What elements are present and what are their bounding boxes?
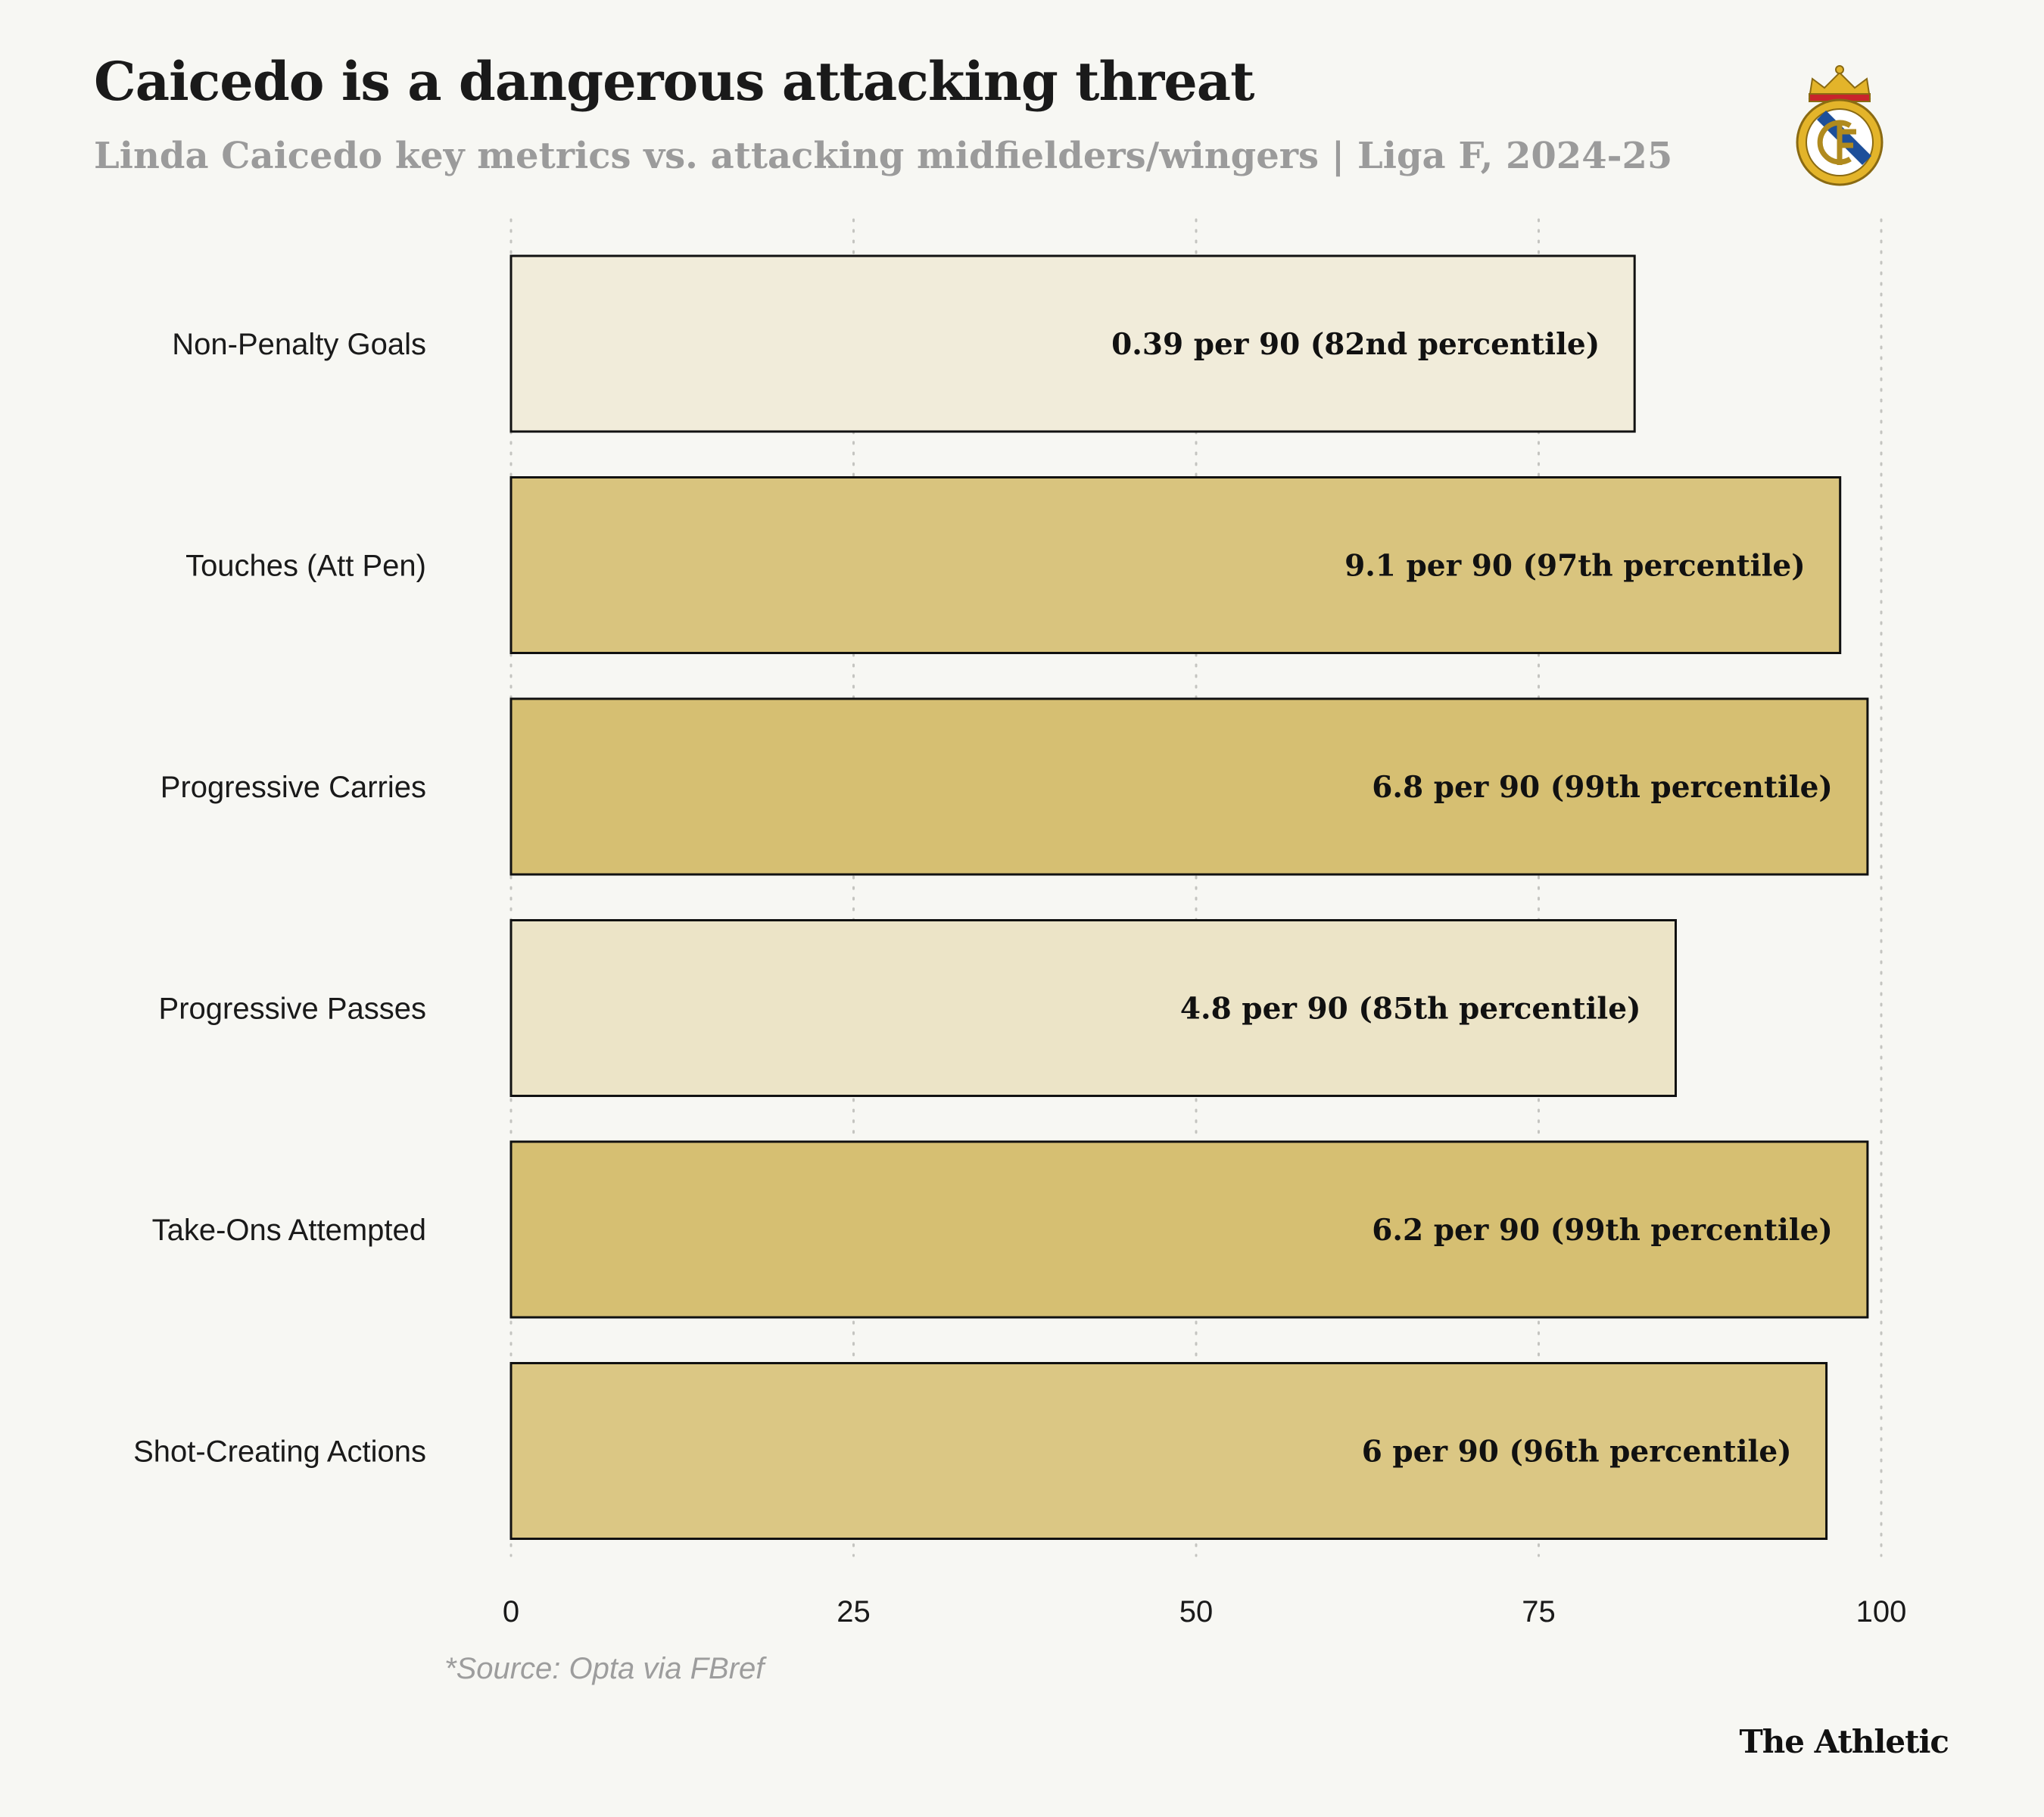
value-label: 6.2 per 90 (99th percentile) xyxy=(1372,1213,1833,1248)
x-tick-label: 100 xyxy=(1856,1595,1907,1628)
bar xyxy=(509,254,1636,433)
category-label: Progressive Passes xyxy=(159,993,426,1026)
x-tick-label: 25 xyxy=(837,1595,871,1628)
value-label: 9.1 per 90 (97th percentile) xyxy=(1344,549,1806,584)
real-madrid-crest-icon xyxy=(1796,65,1884,186)
category-label: Shot-Creating Actions xyxy=(133,1435,426,1469)
x-tick-label: 0 xyxy=(503,1595,519,1628)
x-tick-label: 75 xyxy=(1522,1595,1556,1628)
bar xyxy=(509,919,1677,1097)
bar xyxy=(509,1362,1828,1540)
category-label: Touches (Att Pen) xyxy=(185,550,426,583)
category-label: Progressive Carries xyxy=(160,771,426,804)
brand-logo: The Athletic xyxy=(1739,1723,1949,1760)
category-label: Non-Penalty Goals xyxy=(172,328,426,361)
value-label: 6.8 per 90 (99th percentile) xyxy=(1372,770,1833,805)
source-note: *Source: Opta via FBref xyxy=(444,1652,765,1685)
x-tick-label: 50 xyxy=(1179,1595,1214,1628)
chart-title: Caicedo is a dangerous attacking threat xyxy=(94,50,1254,113)
category-label: Take-Ons Attempted xyxy=(152,1214,426,1247)
bar xyxy=(509,1140,1869,1319)
bar-chart: Non-Penalty Goals 0.39 per 90 (82nd perce… xyxy=(133,218,1907,1628)
bar xyxy=(509,697,1869,876)
value-label: 0.39 per 90 (82nd percentile) xyxy=(1111,327,1600,362)
chart-subtitle: Linda Caicedo key metrics vs. attacking … xyxy=(94,135,1673,177)
value-label: 4.8 per 90 (85th percentile) xyxy=(1180,992,1641,1027)
bar xyxy=(509,476,1842,654)
value-label: 6 per 90 (96th percentile) xyxy=(1362,1435,1792,1469)
